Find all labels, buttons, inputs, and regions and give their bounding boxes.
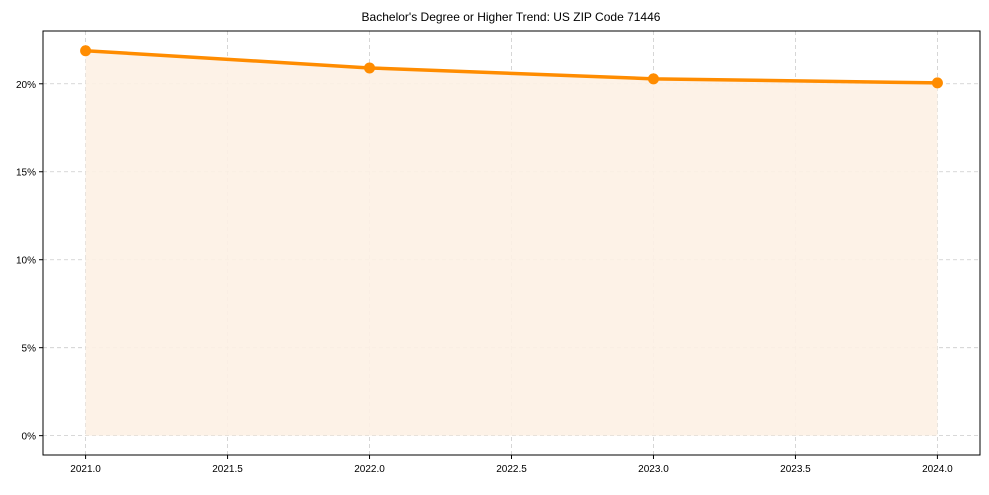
x-tick-label: 2024.0 bbox=[922, 464, 953, 475]
data-point bbox=[647, 73, 659, 85]
y-tick-label: 15% bbox=[16, 168, 36, 179]
data-point bbox=[931, 77, 943, 89]
chart-title: Bachelor's Degree or Higher Trend: US ZI… bbox=[362, 10, 661, 24]
x-tick-label: 2022.0 bbox=[354, 464, 385, 475]
area-fill bbox=[85, 50, 938, 436]
series-line bbox=[85, 48, 938, 85]
y-tick-label: 20% bbox=[16, 80, 36, 91]
data-point bbox=[364, 62, 376, 74]
x-tick-label: 2023.0 bbox=[638, 464, 669, 475]
y-tick-label: 10% bbox=[16, 256, 36, 267]
x-tick-label: 2022.5 bbox=[496, 464, 527, 475]
y-tick-label: 5% bbox=[22, 344, 37, 355]
x-tick-label: 2021.5 bbox=[212, 464, 243, 475]
y-tick-label: 0% bbox=[22, 432, 37, 443]
x-tick-label: 2023.5 bbox=[780, 464, 811, 475]
data-point bbox=[80, 45, 92, 57]
x-tick-label: 2021.0 bbox=[70, 464, 101, 475]
